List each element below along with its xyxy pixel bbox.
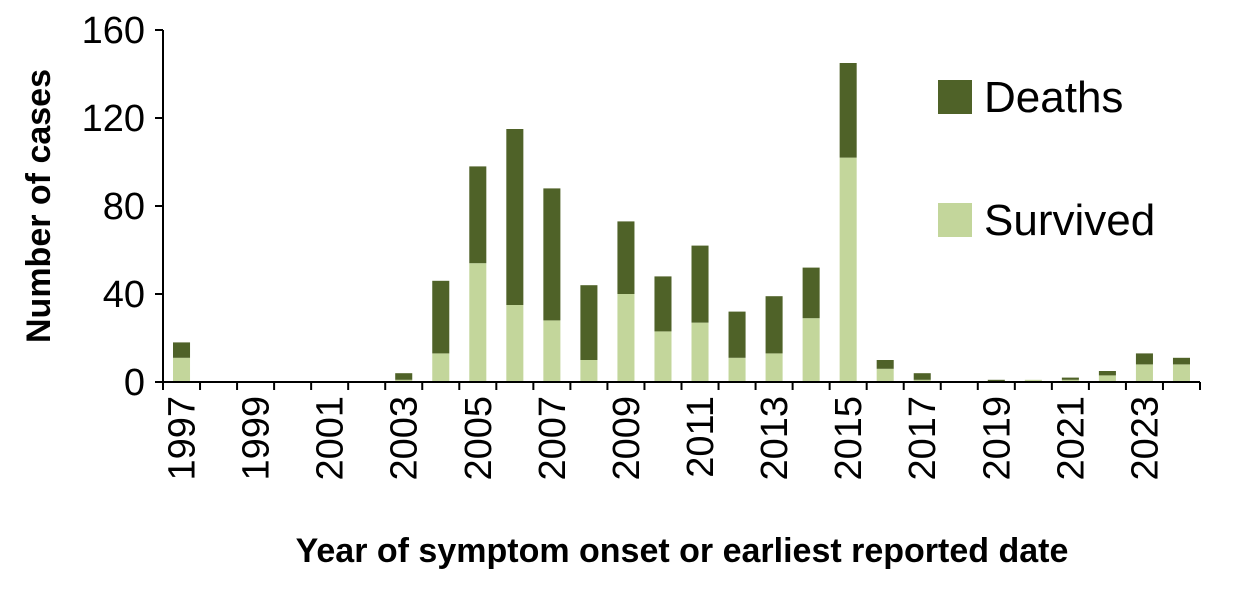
bar-deaths-2024 (1172, 357, 1191, 365)
bar-deaths-2007 (543, 188, 561, 321)
bar-survived-2024 (1172, 364, 1191, 382)
x-tick-label: 2017 (902, 396, 944, 481)
y-axis-title: Number of cases (20, 69, 58, 343)
bar-deaths-2019 (987, 379, 1005, 382)
bar-deaths-2012 (728, 311, 746, 358)
x-tick-label: 1997 (162, 396, 204, 481)
bar-survived-2015 (839, 157, 857, 382)
bar-deaths-2016 (876, 360, 894, 369)
bar-survived-2003 (395, 379, 413, 382)
bar-deaths-2023 (1135, 353, 1153, 365)
bar-deaths-2021 (1061, 377, 1079, 380)
bar-survived-2005 (469, 263, 487, 382)
x-tick-label: 2011 (680, 396, 722, 478)
bar-survived-2014 (802, 318, 820, 382)
bar-deaths-2004 (432, 280, 450, 354)
legend-label-survived: Survived (984, 196, 1155, 245)
y-tick-label: 160 (82, 10, 145, 52)
x-tick-label: 2007 (532, 396, 574, 481)
x-tick-label: 2019 (976, 396, 1018, 481)
bar-survived-2017 (913, 379, 931, 382)
bar-survived-2011 (691, 322, 709, 382)
x-axis-ticks: 1997 1999 2001 2003 2005 2007 2009 2011 2013 2015… (162, 382, 1201, 481)
x-tick-label: 1999 (236, 396, 278, 481)
bar-survived-2022 (1098, 375, 1116, 382)
bar-survived-2012 (728, 357, 746, 382)
bar-survived-2023 (1135, 364, 1153, 382)
bar-survived-2010 (654, 331, 672, 382)
bar-deaths-2009 (617, 221, 635, 294)
x-tick-label: 2021 (1050, 396, 1092, 481)
x-axis-title: Year of symptom onset or earliest report… (296, 532, 1069, 570)
bar-deaths-2017 (913, 373, 931, 380)
x-tick-label: 2001 (310, 396, 352, 481)
bar-deaths-2008 (580, 285, 598, 360)
x-tick-label: 2005 (458, 396, 500, 481)
bar-survived-2007 (543, 320, 561, 382)
legend-swatch-deaths (938, 80, 972, 114)
bar-survived-2006 (506, 305, 524, 382)
bar-survived-2009 (617, 294, 635, 382)
bar-deaths-2011 (691, 245, 709, 323)
y-tick-label: 0 (124, 362, 145, 404)
bar-survived-2016 (876, 368, 894, 382)
y-tick-label: 40 (103, 274, 145, 316)
bar-deaths-2005 (469, 166, 487, 264)
x-tick-label: 2013 (754, 396, 796, 481)
legend-label-deaths: Deaths (984, 73, 1123, 122)
x-tick-label: 2003 (384, 396, 426, 481)
y-axis-ticks: 0 40 80 120 160 (82, 10, 163, 404)
x-tick-label: 2009 (606, 396, 648, 481)
x-tick-label: 2015 (828, 396, 870, 481)
y-tick-label: 120 (82, 98, 145, 140)
bar-deaths-2013 (765, 296, 783, 354)
legend: Deaths Survived (938, 73, 1155, 245)
bar-deaths-2006 (506, 129, 524, 305)
y-tick-label: 80 (103, 186, 145, 228)
legend-swatch-survived (938, 203, 972, 237)
bar-deaths-2010 (654, 276, 672, 332)
bar-deaths-2003 (395, 373, 413, 380)
bar-deaths-1997 (172, 342, 191, 358)
x-tick-label: 2023 (1124, 396, 1166, 481)
bar-survived-2021 (1061, 379, 1079, 382)
bars (172, 63, 1191, 382)
bar-deaths-2015 (839, 63, 857, 158)
bar-survived-2013 (765, 353, 783, 382)
bar-survived-2008 (580, 360, 598, 382)
bar-survived-1997 (172, 357, 191, 382)
bar-survived-2020 (1024, 379, 1042, 382)
bar-survived-2004 (432, 353, 450, 382)
bar-deaths-2014 (802, 267, 820, 319)
bar-deaths-2022 (1098, 371, 1116, 376)
